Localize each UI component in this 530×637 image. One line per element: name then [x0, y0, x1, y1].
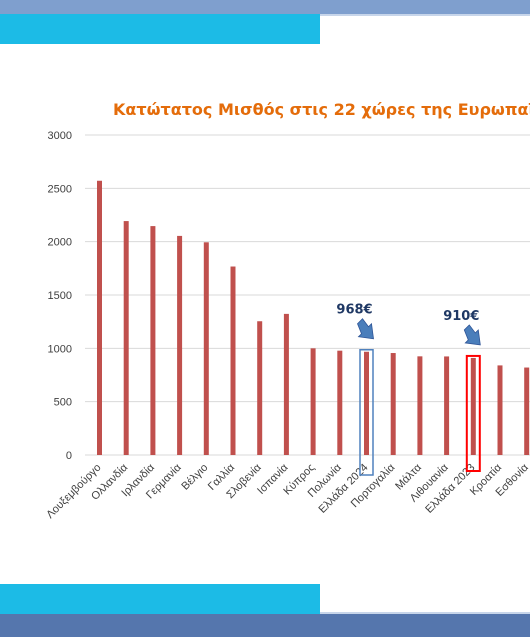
bar-16 [497, 365, 503, 455]
bar-14 [444, 356, 450, 455]
bar-6 [230, 266, 236, 455]
top-cyan-block [0, 14, 320, 44]
gridlines [85, 134, 530, 456]
annotations: 968€ 910€ [336, 303, 481, 476]
bar-5 [203, 242, 209, 455]
chart-title: Κατώτατος Μισθός στις 22 χώρες της Ευρωπ… [113, 100, 530, 119]
x-axis-labels: ΛουξεμβούργοΟλλανδίαΙρλανδίαΓερμανίαΒέλγ… [44, 461, 530, 521]
bottom-cyan-block [0, 584, 320, 614]
y-axis-ticks: 0 500 1000 1500 2000 2500 3000 [48, 130, 72, 462]
y-tick-label-2500: 2500 [48, 183, 72, 195]
highlight-box-2 [465, 354, 481, 472]
callout-arrow-2 [463, 324, 481, 346]
bar-7 [257, 321, 263, 455]
bar-3 [150, 226, 156, 455]
y-tick-label-1500: 1500 [48, 290, 72, 302]
bar-13 [417, 356, 423, 455]
y-tick-label-500: 500 [54, 397, 72, 409]
bottom-decor-band [0, 614, 530, 637]
bar-1 [97, 180, 102, 455]
bars [97, 180, 530, 455]
bar-17 [524, 367, 530, 455]
callout-arrow-1 [357, 318, 374, 340]
highlight-box-1 [359, 348, 374, 476]
bar-10 [337, 350, 343, 455]
bar-4 [177, 235, 183, 455]
y-tick-label-2000: 2000 [48, 237, 72, 249]
callout-label-1: 968€ [336, 303, 372, 318]
y-tick-label-0: 0 [66, 450, 72, 462]
x-tick-label-5: Βέλγιο [179, 462, 210, 493]
bar-11 [364, 351, 369, 455]
top-decor-band [0, 0, 530, 14]
top-decor-line [320, 14, 530, 16]
bar-2 [123, 221, 129, 455]
callout-label-2: 910€ [443, 309, 479, 324]
bottom-decor-line [320, 612, 530, 614]
y-tick-label-3000: 3000 [48, 130, 72, 142]
bar-12 [390, 353, 396, 455]
bar-9 [310, 348, 316, 455]
bar-15 [470, 357, 476, 455]
bar-8 [283, 313, 289, 455]
y-tick-label-1000: 1000 [48, 343, 72, 355]
